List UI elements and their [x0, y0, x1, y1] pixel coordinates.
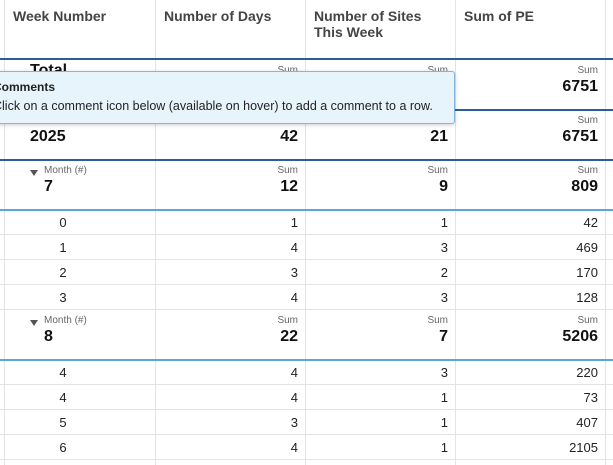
row-label: 2025: [30, 128, 66, 145]
cell-value: 469: [576, 240, 598, 255]
cell-value: 1: [440, 440, 448, 455]
column-divider: [305, 0, 306, 465]
cell-value: 407: [576, 415, 598, 430]
cell-value: 1: [440, 215, 448, 230]
cell-value: 3: [290, 265, 298, 280]
row-border: [0, 459, 613, 460]
cell-value: 6751: [562, 78, 598, 95]
cell-value: 1: [440, 415, 448, 430]
sum-caption: Sum: [277, 65, 298, 76]
row-label: 8: [44, 328, 53, 345]
cell-value: 2: [440, 265, 448, 280]
column-divider: [4, 0, 5, 465]
cell-value: 220: [576, 365, 598, 380]
column-divider: [605, 0, 606, 465]
tooltip-text: Click on a comment icon below (available…: [0, 99, 433, 113]
sum-caption: Sum: [577, 315, 598, 326]
cell-value: 1: [440, 390, 448, 405]
row-border: [0, 409, 613, 410]
cell-value: 128: [576, 290, 598, 305]
row-border: [0, 434, 613, 435]
collapse-toggle[interactable]: [30, 320, 38, 326]
sum-caption: Sum: [427, 65, 448, 76]
group-caption: Month (#): [44, 315, 87, 326]
cell-value: 9: [439, 178, 448, 195]
cell-value: 170: [576, 265, 598, 280]
cell-value: 4: [290, 365, 298, 380]
cell-value: 4: [290, 440, 298, 455]
cell-value: 7: [439, 328, 448, 345]
row-border: [0, 309, 613, 310]
cell-value: 42: [280, 128, 298, 145]
cell-value: 2105: [569, 440, 598, 455]
sum-caption: Sum: [427, 315, 448, 326]
row-label: 1: [59, 240, 67, 255]
cell-value: 5206: [562, 328, 598, 345]
cell-value: 4: [290, 240, 298, 255]
row-label: 3: [59, 290, 67, 305]
collapse-toggle[interactable]: [30, 170, 38, 176]
cell-value: 12: [280, 178, 298, 195]
cell-value: 21: [430, 128, 448, 145]
column-header[interactable]: Number of Days: [164, 8, 272, 24]
sum-caption: Sum: [277, 315, 298, 326]
cell-value: 22: [280, 328, 298, 345]
row-border: [0, 159, 613, 161]
sum-caption: Sum: [577, 115, 598, 126]
row-label: 6: [59, 440, 67, 455]
row-border: [0, 259, 613, 260]
group-caption: Month (#): [44, 165, 87, 176]
row-label: 0: [59, 215, 67, 230]
row-border: [0, 284, 613, 285]
sum-caption: Sum: [577, 65, 598, 76]
cell-value: 3: [440, 365, 448, 380]
column-header[interactable]: Week Number: [13, 8, 107, 24]
column-header[interactable]: Sum of PE: [464, 8, 535, 24]
row-label: 5: [59, 415, 67, 430]
cell-value: 3: [290, 415, 298, 430]
row-border: [0, 234, 613, 235]
cell-value: 3: [440, 290, 448, 305]
sum-caption: Sum: [427, 165, 448, 176]
cell-value: 809: [571, 178, 598, 195]
column-divider: [455, 0, 456, 465]
cell-value: 4: [290, 290, 298, 305]
sum-caption: Sum: [577, 165, 598, 176]
cell-value: 1: [290, 215, 298, 230]
cell-value: 73: [583, 390, 598, 405]
column-header[interactable]: Number of Sites This Week: [314, 8, 422, 40]
row-label: 4: [59, 390, 67, 405]
cell-value: 42: [583, 215, 598, 230]
cell-value: 3: [440, 240, 448, 255]
sum-caption: Sum: [277, 165, 298, 176]
row-border: [0, 209, 613, 211]
row-label: 2: [59, 265, 67, 280]
row-border: [0, 384, 613, 385]
comments-tooltip: Comments Click on a comment icon below (…: [0, 71, 455, 124]
row-label: 7: [44, 178, 53, 195]
row-label: 4: [59, 365, 67, 380]
cell-value: 6751: [562, 128, 598, 145]
column-divider: [155, 0, 156, 465]
cell-value: 4: [290, 390, 298, 405]
tooltip-title: Comments: [0, 80, 56, 94]
header-border: [0, 58, 613, 60]
row-border: [0, 359, 613, 361]
